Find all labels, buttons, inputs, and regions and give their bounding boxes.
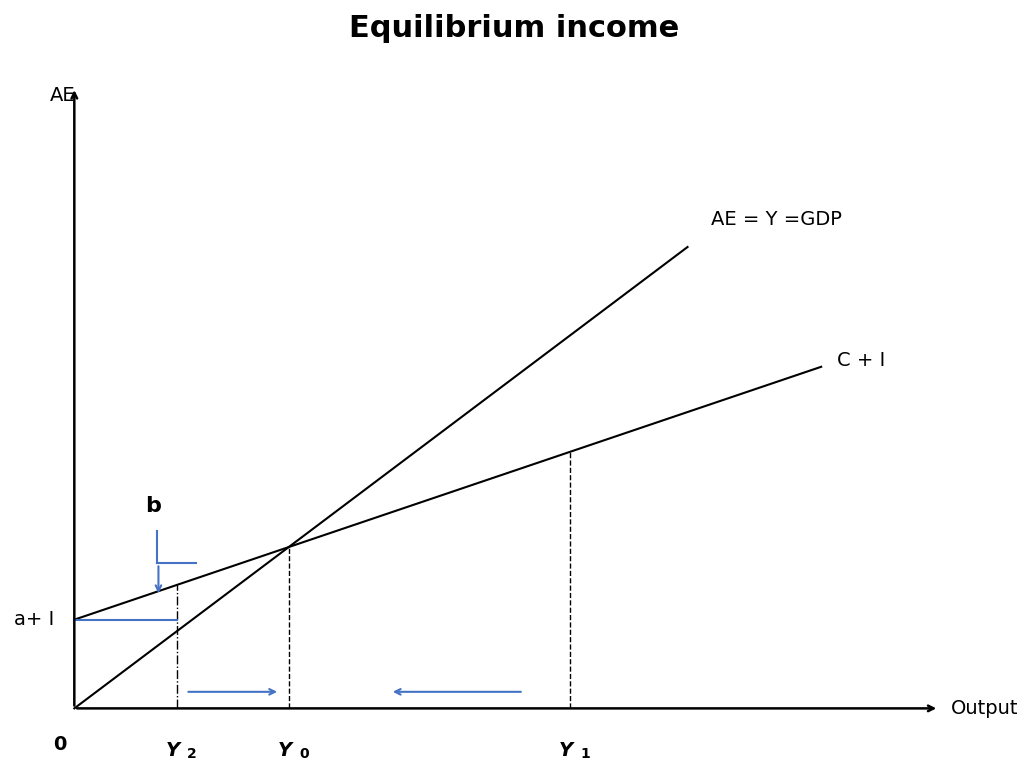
Title: Equilibrium income: Equilibrium income [349,14,680,43]
Text: AE: AE [50,86,76,105]
Text: Y: Y [558,741,573,760]
Text: 1: 1 [580,747,591,760]
Text: Output: Output [951,699,1018,718]
Text: C + I: C + I [837,352,885,370]
Text: 0: 0 [299,747,310,760]
Text: AE = Y =GDP: AE = Y =GDP [711,210,842,229]
Text: Y: Y [166,741,179,760]
Text: 2: 2 [188,747,197,760]
Text: b: b [145,496,161,516]
Text: a+ I: a+ I [15,610,55,629]
Text: 0: 0 [53,735,66,754]
Text: Y: Y [278,741,292,760]
